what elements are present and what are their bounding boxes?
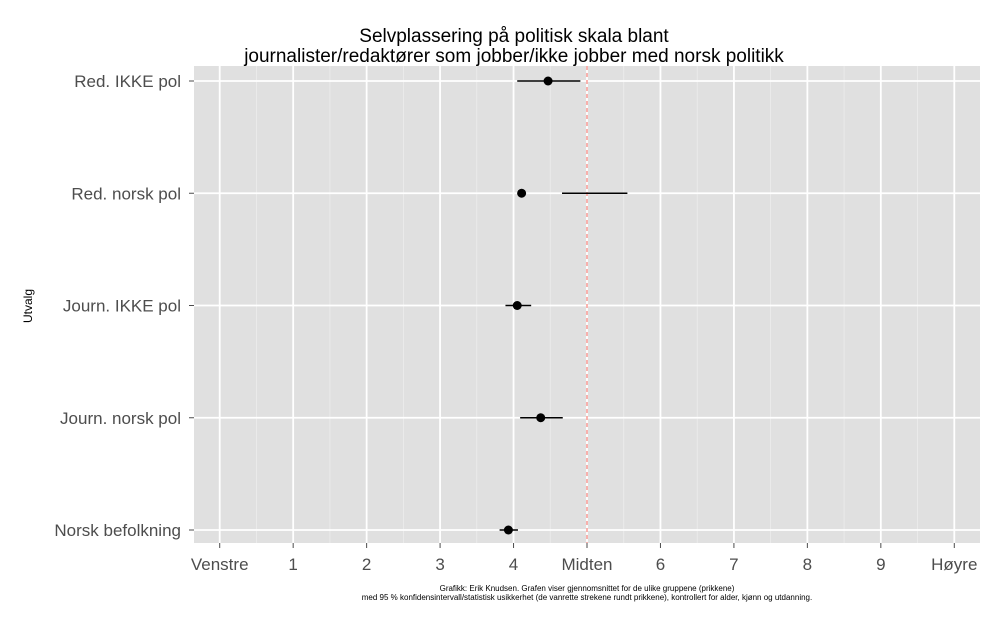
chart-title-line-2: journalister/redaktører som jobber/ikke … bbox=[243, 46, 784, 67]
y-tick-label: Red. IKKE pol bbox=[74, 72, 181, 91]
x-tick-label: 8 bbox=[803, 555, 812, 574]
x-tick-label: 9 bbox=[876, 555, 885, 574]
y-axis-label: Utvalg bbox=[21, 289, 35, 323]
data-point bbox=[517, 188, 527, 198]
x-tick-label: 4 bbox=[509, 555, 518, 574]
y-tick-label: Journ. norsk pol bbox=[60, 409, 181, 428]
data-point bbox=[503, 525, 513, 535]
x-tick-label: Midten bbox=[561, 555, 612, 574]
y-tick-label: Norsk befolkning bbox=[54, 521, 181, 540]
data-point bbox=[536, 413, 546, 423]
caption-line-2: med 95 % konfidensintervall/statistisk u… bbox=[362, 593, 812, 602]
y-tick-labels: Red. IKKE pol Red. norsk pol Journ. IKKE p… bbox=[54, 72, 181, 540]
y-tick-label: Journ. IKKE pol bbox=[63, 297, 181, 316]
x-tick-label: 1 bbox=[288, 555, 297, 574]
chart-title-line-1: Selvplassering på politisk skala blant bbox=[359, 26, 669, 47]
caption-line-1: Grafikk: Erik Knudsen. Grafen viser gjen… bbox=[440, 584, 735, 593]
data-point bbox=[543, 76, 553, 86]
x-tick-label: Høyre bbox=[931, 555, 977, 574]
x-tick-label: 7 bbox=[729, 555, 738, 574]
data-point bbox=[512, 301, 522, 310]
data-marks bbox=[499, 76, 628, 535]
x-tick-labels: Venstre 1 2 3 4 Midten 6 7 8 9 Høyre bbox=[191, 555, 978, 574]
axis-ticks bbox=[189, 80, 955, 548]
x-tick-label: 6 bbox=[656, 555, 665, 574]
y-tick-label: Red. norsk pol bbox=[71, 184, 181, 203]
x-tick-label: 2 bbox=[362, 555, 371, 574]
x-tick-label: 3 bbox=[435, 555, 444, 574]
x-tick-label: Venstre bbox=[191, 555, 249, 574]
